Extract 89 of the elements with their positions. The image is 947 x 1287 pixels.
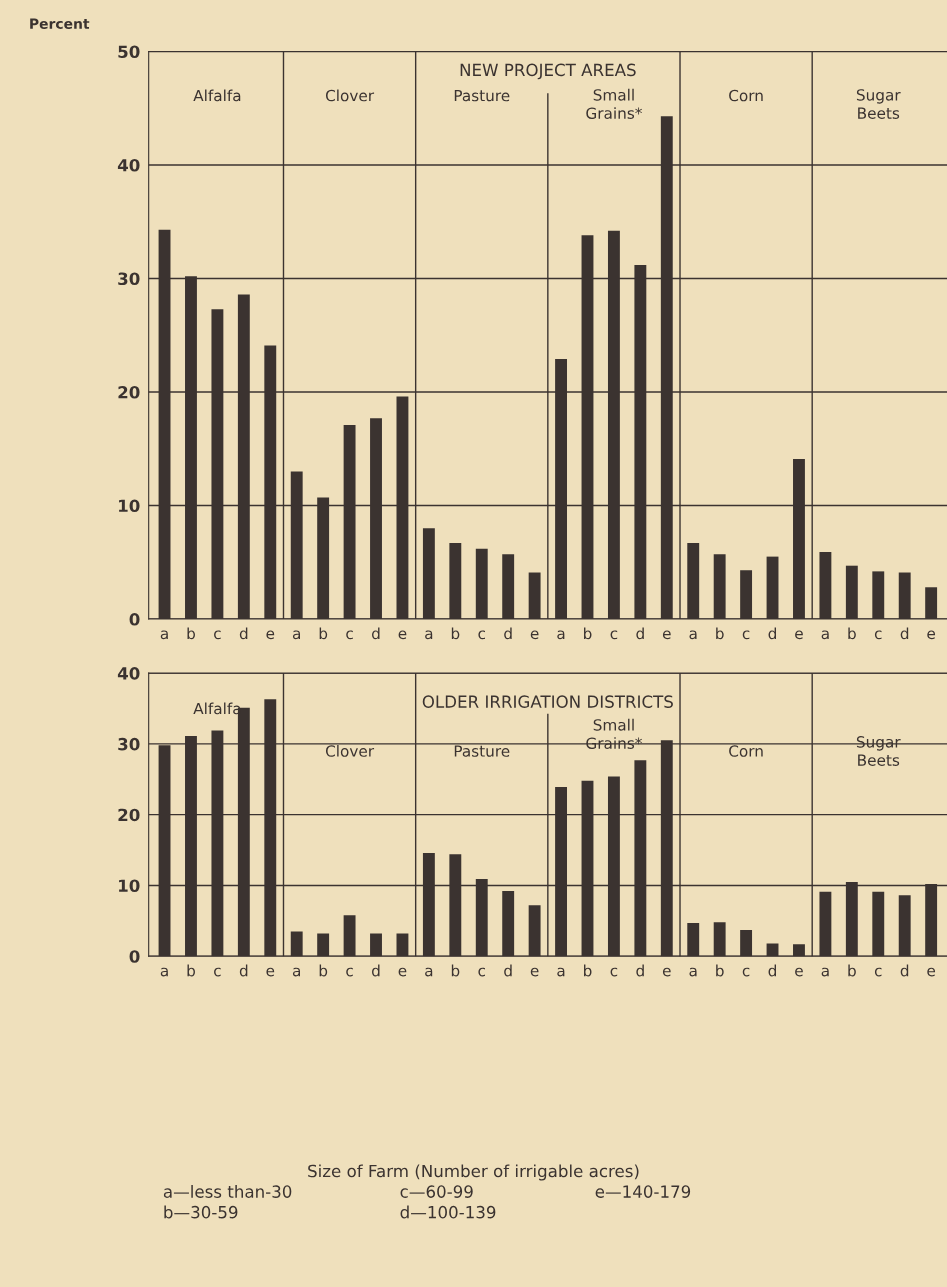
x-tick-label: b — [319, 627, 328, 640]
annotation: Clover — [325, 744, 375, 757]
y-tick-label: 0 — [129, 950, 140, 963]
x-tick-label: c — [214, 630, 221, 640]
y-tick-label: 10 — [119, 499, 140, 513]
x-tick-label: a — [821, 967, 829, 977]
x-tick-label: c — [214, 967, 221, 977]
text: d—100-139 — [400, 1205, 496, 1219]
x-tick-label: d — [504, 627, 512, 640]
x-tick-label: a — [689, 630, 697, 640]
x-tick-label: d — [239, 964, 248, 977]
x-tick-label: e — [927, 967, 936, 977]
x-tick-label: d — [239, 627, 248, 640]
y-tick-label: 20 — [118, 385, 140, 399]
annotation: Corn — [729, 89, 763, 102]
x-tick-label: b — [187, 627, 195, 640]
x-tick-label: b — [584, 964, 592, 977]
x-tick-label: a — [160, 630, 168, 640]
x-tick-label: e — [795, 630, 803, 640]
text: e—140-179 — [595, 1185, 691, 1198]
x-tick-label: e — [530, 967, 539, 977]
x-tick-label: b — [716, 627, 724, 640]
x-tick-label: d — [768, 627, 776, 640]
x-tick-label: d — [900, 964, 909, 977]
x-tick-label: e — [398, 967, 407, 977]
text: a—less than-30 — [163, 1184, 292, 1198]
x-tick-label: b — [716, 964, 724, 977]
x-tick-label: e — [266, 630, 275, 640]
x-tick-label: a — [557, 967, 565, 977]
x-tick-label: a — [557, 630, 565, 640]
y-tick-label: 0 — [129, 613, 140, 626]
x-tick-label: a — [425, 630, 433, 640]
x-tick-label: b — [584, 627, 592, 640]
y-tick-label: 40 — [117, 158, 140, 172]
x-tick-label: c — [742, 630, 750, 640]
y-tick-label: 10 — [119, 879, 140, 893]
x-tick-label: b — [319, 964, 328, 977]
annotation: Pasture — [454, 89, 510, 102]
text: NEW PROJECT AREAS — [460, 63, 636, 80]
x-tick-label: d — [372, 627, 380, 640]
y-axis-title: Percent — [30, 18, 90, 29]
text: Size of Farm (Number of irrigable acres) — [308, 1164, 639, 1181]
x-tick-label: e — [662, 967, 671, 977]
x-tick-label: c — [874, 630, 882, 640]
x-tick-label: c — [874, 967, 882, 977]
x-tick-label: b — [848, 964, 856, 977]
y-tick-label: 40 — [117, 667, 140, 680]
x-tick-label: c — [346, 630, 353, 640]
y-tick-label: 30 — [118, 272, 140, 286]
x-tick-label: d — [636, 627, 644, 640]
annotation: Alfalfa — [193, 89, 241, 102]
x-tick-label: e — [927, 630, 936, 640]
x-tick-label: d — [504, 964, 512, 977]
x-tick-label: e — [266, 967, 275, 977]
x-tick-label: d — [768, 964, 776, 977]
annotation: Small Grains* — [586, 88, 642, 119]
x-tick-label: c — [610, 630, 618, 640]
x-tick-label: a — [160, 967, 168, 977]
x-tick-label: a — [689, 967, 697, 977]
x-tick-label: b — [187, 964, 195, 977]
x-tick-label: e — [795, 967, 803, 977]
x-tick-label: c — [346, 967, 353, 977]
x-tick-label: b — [848, 627, 856, 640]
x-tick-label: a — [292, 967, 301, 977]
text: b—30-59 — [164, 1205, 238, 1219]
x-tick-label: c — [610, 967, 618, 977]
annotation: Sugar Beets — [856, 89, 901, 119]
annotation: Pasture — [454, 745, 510, 757]
x-tick-label: e — [530, 630, 539, 640]
x-tick-label: c — [478, 967, 486, 977]
x-tick-label: d — [372, 964, 380, 977]
x-tick-label: c — [478, 630, 486, 640]
x-tick-label: c — [742, 967, 750, 977]
x-tick-label: a — [292, 630, 301, 640]
x-tick-label: a — [821, 630, 829, 640]
y-tick-label: 50 — [118, 45, 140, 59]
x-tick-label: e — [662, 630, 671, 640]
x-tick-label: d — [636, 964, 644, 977]
text: c—60-99 — [400, 1185, 473, 1198]
annotation: Corn — [729, 745, 763, 757]
x-tick-label: b — [451, 627, 460, 640]
x-tick-label: a — [425, 967, 433, 977]
annotation: Clover — [325, 89, 375, 102]
x-tick-label: e — [398, 630, 407, 640]
y-tick-label: 20 — [118, 808, 140, 822]
x-tick-label: b — [451, 964, 460, 977]
x-tick-label: d — [900, 627, 909, 640]
text: OLDER IRRIGATION DISTRICTS — [422, 695, 673, 708]
y-tick-label: 30 — [118, 737, 140, 751]
